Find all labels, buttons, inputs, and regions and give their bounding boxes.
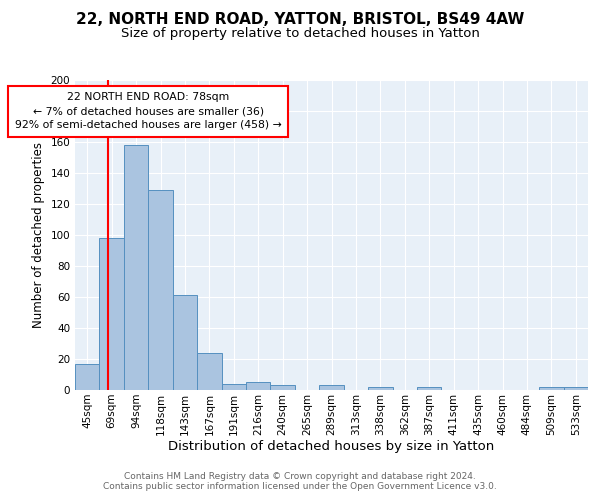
Bar bbox=[417, 387, 442, 390]
Text: Contains HM Land Registry data © Crown copyright and database right 2024.: Contains HM Land Registry data © Crown c… bbox=[124, 472, 476, 481]
Bar bbox=[148, 190, 173, 390]
Bar bbox=[197, 353, 221, 390]
Text: Size of property relative to detached houses in Yatton: Size of property relative to detached ho… bbox=[121, 28, 479, 40]
Bar bbox=[319, 386, 344, 390]
Bar bbox=[100, 238, 124, 390]
Text: 22 NORTH END ROAD: 78sqm
← 7% of detached houses are smaller (36)
92% of semi-de: 22 NORTH END ROAD: 78sqm ← 7% of detache… bbox=[15, 92, 281, 130]
Text: 22, NORTH END ROAD, YATTON, BRISTOL, BS49 4AW: 22, NORTH END ROAD, YATTON, BRISTOL, BS4… bbox=[76, 12, 524, 28]
Bar bbox=[368, 387, 392, 390]
X-axis label: Distribution of detached houses by size in Yatton: Distribution of detached houses by size … bbox=[169, 440, 494, 454]
Bar bbox=[173, 296, 197, 390]
Y-axis label: Number of detached properties: Number of detached properties bbox=[32, 142, 45, 328]
Bar bbox=[271, 386, 295, 390]
Bar bbox=[124, 145, 148, 390]
Bar bbox=[539, 387, 563, 390]
Text: Contains public sector information licensed under the Open Government Licence v3: Contains public sector information licen… bbox=[103, 482, 497, 491]
Bar bbox=[221, 384, 246, 390]
Bar bbox=[246, 382, 271, 390]
Bar bbox=[75, 364, 100, 390]
Bar bbox=[563, 387, 588, 390]
